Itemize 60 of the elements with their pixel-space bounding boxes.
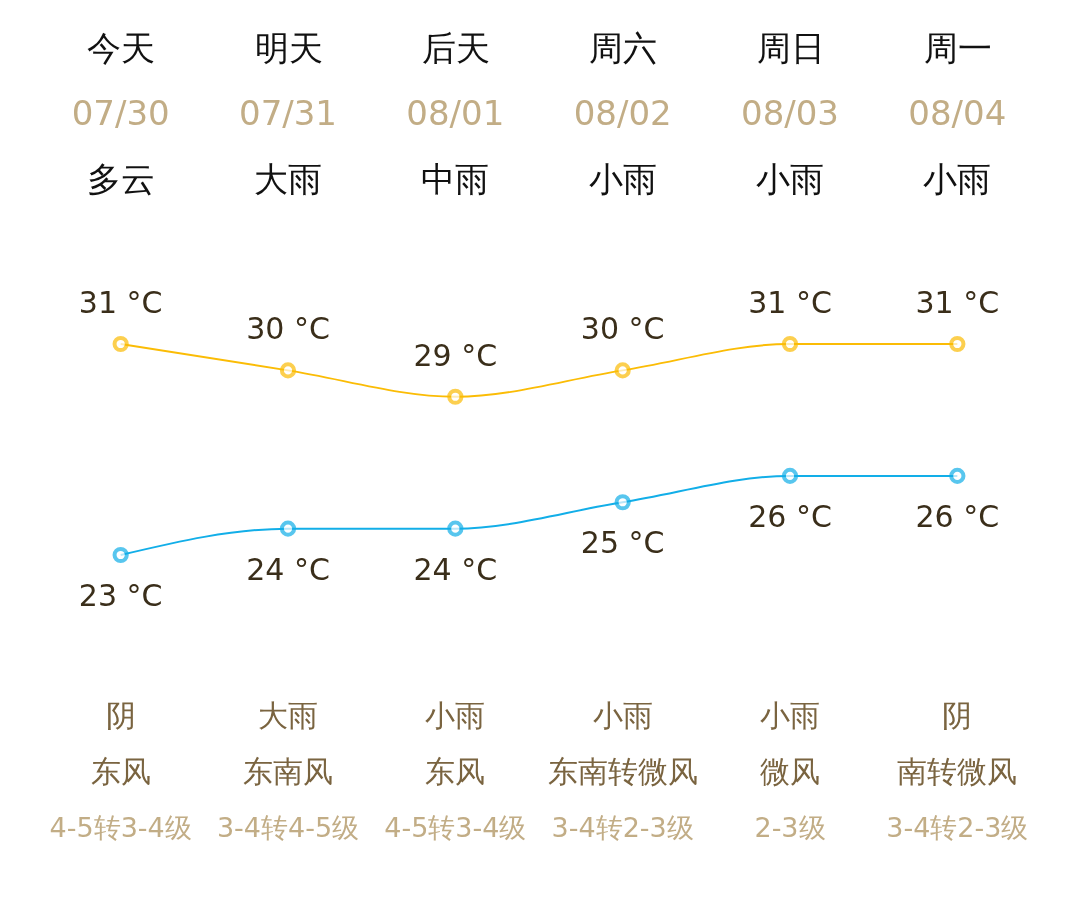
text: 08/04	[908, 93, 1007, 133]
text: 东南风	[243, 754, 333, 789]
x-tick-label: 周一	[923, 27, 992, 68]
point	[949, 467, 966, 484]
text: 小雨	[588, 159, 657, 199]
text: 07/31	[239, 93, 337, 133]
data-label: 26 °C	[748, 498, 832, 534]
data-label: 31 °C	[748, 285, 832, 320]
point	[447, 388, 464, 405]
point	[614, 494, 631, 511]
point	[279, 520, 297, 537]
text: 小雨	[923, 159, 992, 199]
point	[781, 467, 799, 484]
data-label: 31 °C	[915, 285, 1000, 320]
data-label: 31 °C	[78, 285, 163, 320]
point	[112, 335, 129, 353]
text: 阴	[942, 698, 973, 733]
data-label: 24 °C	[413, 551, 498, 587]
text: 08/02	[573, 93, 672, 133]
text: 小雨	[760, 698, 820, 733]
text: 4-5转3-4级	[384, 812, 527, 843]
text: 南转微风	[897, 754, 1018, 789]
text: 小雨	[592, 698, 653, 733]
text: 3-4转2-3级	[886, 812, 1029, 843]
text: 大雨	[258, 698, 318, 733]
text: 多云	[86, 159, 155, 199]
point	[614, 362, 631, 379]
text: 中雨	[421, 159, 490, 199]
point	[112, 546, 129, 564]
text: 3-4转4-5级	[216, 812, 360, 843]
text: 大雨	[254, 159, 322, 199]
text: 小雨	[425, 698, 486, 733]
text: 东南转微风	[547, 754, 698, 789]
text: 小雨	[756, 159, 824, 199]
x-tick-label: 今天	[87, 27, 156, 68]
point	[447, 520, 464, 537]
point	[781, 335, 799, 353]
data-label: 24 °C	[246, 551, 330, 587]
text: 微风	[760, 754, 820, 789]
point	[949, 335, 966, 353]
data-label: 26 °C	[915, 498, 1000, 534]
data-label: 25 °C	[580, 525, 665, 561]
text: 2-3级	[754, 812, 826, 843]
point	[279, 362, 297, 379]
text: 07/30	[71, 93, 170, 133]
x-tick-label: 周六	[589, 27, 658, 68]
data-label: 29 °C	[413, 337, 498, 373]
x-tick-label: 明天	[254, 27, 323, 68]
data-label: 30 °C	[246, 311, 330, 347]
text: 3-4转2-3级	[551, 812, 694, 843]
text: 阴	[105, 698, 136, 733]
data-label: 30 °C	[580, 311, 665, 347]
text: 08/03	[741, 93, 839, 133]
text: 08/01	[406, 93, 505, 133]
text: 东风	[425, 754, 486, 789]
text: 4-5转3-4级	[49, 812, 192, 843]
x-tick-label: 后天	[421, 27, 490, 68]
x-tick-label: 周日	[756, 27, 825, 68]
data-label: 23 °C	[78, 578, 163, 613]
text: 东风	[90, 754, 151, 789]
